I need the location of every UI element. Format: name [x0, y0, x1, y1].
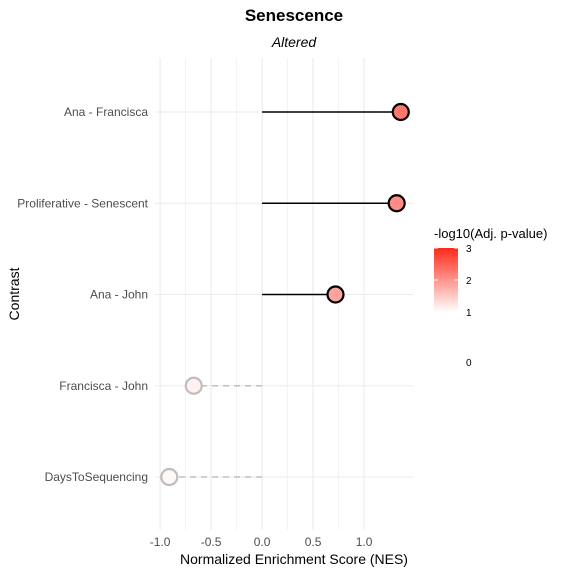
grid-lines: [155, 58, 413, 530]
chart-subtitle: Altered: [271, 34, 318, 50]
x-tick-label: -1.0: [150, 535, 171, 549]
lollipop-point: [184, 376, 203, 395]
lollipop-point: [160, 467, 179, 487]
lollipop-point: [387, 194, 406, 213]
x-tick-label: 1.0: [356, 535, 373, 549]
y-tick-label: Proliferative - Senescent: [17, 196, 148, 210]
legend-ticks: 3 2 1 0: [434, 244, 472, 369]
x-tick-labels: -1.0 -0.5 0.0 0.5 1.0: [150, 535, 373, 549]
legend-tick-label: 1: [466, 308, 472, 319]
legend-tick-label: 3: [466, 244, 472, 255]
x-tick-label: -0.5: [201, 535, 222, 549]
y-tick-label: DaysToSequencing: [45, 470, 148, 484]
legend-tick-label: 2: [466, 276, 472, 287]
chart-title: Senescence: [245, 6, 343, 25]
lollipop-point: [326, 285, 345, 304]
lollipop-points: [160, 102, 410, 487]
y-tick-label: Francisca - John: [59, 379, 148, 393]
lollipop-point: [391, 102, 410, 122]
y-tick-labels: Ana - Francisca Proliferative - Senescent…: [17, 105, 148, 484]
y-tick-label: Ana - John: [90, 288, 148, 302]
lollipop-stems: [169, 111, 401, 478]
x-axis-title: Normalized Enrichment Score (NES): [180, 551, 408, 567]
x-tick-label: 0.5: [305, 535, 322, 549]
legend-tick-label: 0: [466, 358, 472, 369]
color-legend: -log10(Adj. p-value) 3 2 1 0: [434, 226, 547, 369]
y-axis-title: Contrast: [6, 267, 22, 320]
legend-title: -log10(Adj. p-value): [434, 226, 547, 241]
x-tick-label: 0.0: [254, 535, 271, 549]
y-tick-label: Ana - Francisca: [64, 105, 148, 119]
